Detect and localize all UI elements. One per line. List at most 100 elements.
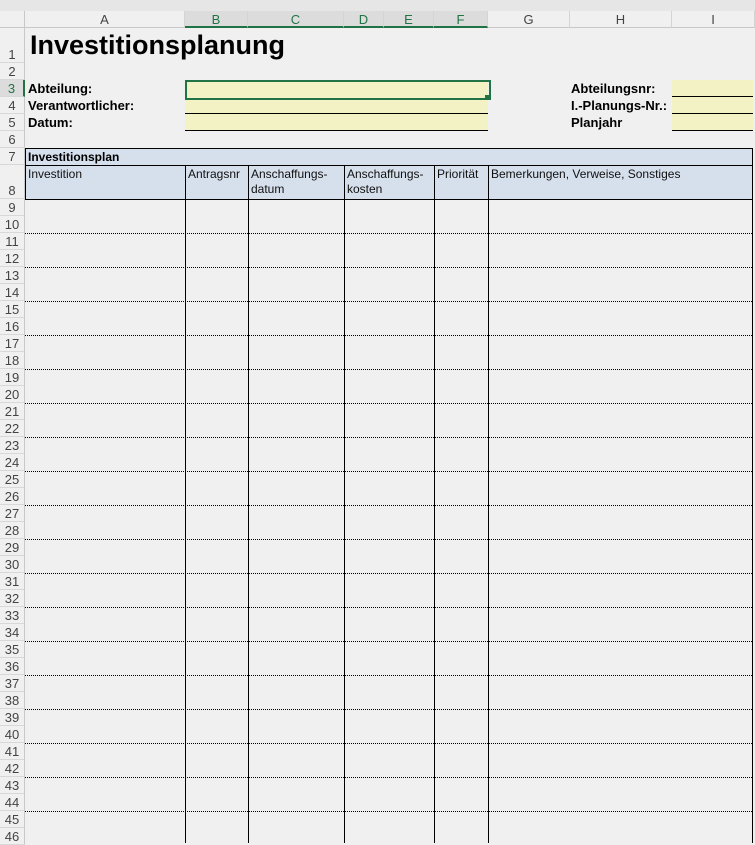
field-underline (672, 130, 753, 131)
row-header-15[interactable]: 15 (0, 301, 25, 318)
row-header-33[interactable]: 33 (0, 607, 25, 624)
row-divider (25, 675, 752, 676)
row-header-10[interactable]: 10 (0, 216, 25, 233)
row-header-39[interactable]: 39 (0, 709, 25, 726)
row-divider (25, 437, 752, 438)
row-divider (25, 267, 752, 268)
field-label: Abteilungsnr: (571, 81, 656, 96)
row-header-46[interactable]: 46 (0, 828, 25, 845)
row-header-7[interactable]: 7 (0, 148, 25, 165)
field-input[interactable] (185, 97, 488, 114)
field-label: Abteilung: (28, 81, 93, 96)
column-header-F[interactable]: F (434, 11, 488, 28)
field-label: Verantwortlicher: (28, 98, 135, 113)
column-header-I[interactable]: I (672, 11, 755, 28)
row-header-23[interactable]: 23 (0, 437, 25, 454)
row-header-24[interactable]: 24 (0, 454, 25, 471)
row-header-19[interactable]: 19 (0, 369, 25, 386)
sheet-title: Investitionsplanung (30, 30, 286, 60)
row-divider (25, 369, 752, 370)
row-header-29[interactable]: 29 (0, 539, 25, 556)
row-header-16[interactable]: 16 (0, 318, 25, 335)
field-label: Planjahr (571, 115, 623, 130)
row-header-28[interactable]: 28 (0, 522, 25, 539)
column-header-C[interactable]: C (248, 11, 344, 28)
field-underline (672, 113, 753, 114)
column-divider (344, 165, 345, 843)
row-divider (25, 777, 752, 778)
row-header-11[interactable]: 11 (0, 233, 25, 250)
field-underline (672, 96, 753, 97)
field-input[interactable] (185, 114, 488, 131)
row-header-20[interactable]: 20 (0, 386, 25, 403)
row-header-37[interactable]: 37 (0, 675, 25, 692)
field-underline (185, 113, 488, 114)
row-header-26[interactable]: 26 (0, 488, 25, 505)
field-input[interactable] (185, 80, 488, 97)
row-divider (25, 607, 752, 608)
field-label: I.-Planungs-Nr.: (571, 98, 668, 113)
selected-cell-range[interactable] (185, 80, 491, 100)
select-all-button[interactable] (0, 11, 25, 28)
row-header-18[interactable]: 18 (0, 352, 25, 369)
row-header-32[interactable]: 32 (0, 590, 25, 607)
column-header-A[interactable]: A (25, 11, 185, 28)
column-header-D[interactable]: D (344, 11, 384, 28)
table-border (752, 148, 753, 843)
field-input[interactable] (672, 97, 753, 114)
row-header-8[interactable]: 8 (0, 165, 25, 199)
row-header-3[interactable]: 3 (0, 80, 25, 97)
ribbon-edge (0, 0, 755, 11)
row-header-43[interactable]: 43 (0, 777, 25, 794)
column-divider (185, 165, 186, 843)
row-header-13[interactable]: 13 (0, 267, 25, 284)
row-header-45[interactable]: 45 (0, 811, 25, 828)
row-divider (25, 301, 752, 302)
table-header-fill (25, 148, 752, 199)
row-header-44[interactable]: 44 (0, 794, 25, 811)
column-heading-5: Bemerkungen, Verweise, Sonstiges (491, 167, 681, 181)
column-header-E[interactable]: E (384, 11, 434, 28)
column-header-H[interactable]: H (570, 11, 672, 28)
row-header-35[interactable]: 35 (0, 641, 25, 658)
table-border (25, 199, 752, 200)
fill-handle[interactable] (485, 95, 490, 100)
column-header-B[interactable]: B (185, 11, 248, 28)
table-border (25, 148, 26, 199)
row-header-38[interactable]: 38 (0, 692, 25, 709)
table-title: Investitionsplan (28, 150, 120, 164)
row-header-27[interactable]: 27 (0, 505, 25, 522)
table-border (25, 148, 752, 149)
row-header-21[interactable]: 21 (0, 403, 25, 420)
column-header-G[interactable]: G (488, 11, 570, 28)
row-divider (25, 539, 752, 540)
row-header-5[interactable]: 5 (0, 114, 25, 131)
field-underline (185, 130, 488, 131)
row-divider (25, 743, 752, 744)
row-header-2[interactable]: 2 (0, 63, 25, 80)
table-border (25, 165, 752, 166)
row-header-14[interactable]: 14 (0, 284, 25, 301)
column-heading-1: Antragsnr (188, 167, 241, 181)
row-header-41[interactable]: 41 (0, 743, 25, 760)
row-header-42[interactable]: 42 (0, 760, 25, 777)
row-divider (25, 471, 752, 472)
row-header-25[interactable]: 25 (0, 471, 25, 488)
row-header-34[interactable]: 34 (0, 624, 25, 641)
row-header-12[interactable]: 12 (0, 250, 25, 267)
row-header-17[interactable]: 17 (0, 335, 25, 352)
row-header-4[interactable]: 4 (0, 97, 25, 114)
column-heading-4: Priorität (437, 167, 479, 181)
row-header-1[interactable]: 1 (0, 28, 25, 63)
field-input[interactable] (672, 114, 753, 131)
row-divider (25, 403, 752, 404)
row-header-6[interactable]: 6 (0, 131, 25, 148)
row-header-40[interactable]: 40 (0, 726, 25, 743)
row-header-30[interactable]: 30 (0, 556, 25, 573)
field-input[interactable] (672, 80, 753, 97)
column-divider (434, 165, 435, 843)
row-header-36[interactable]: 36 (0, 658, 25, 675)
row-header-9[interactable]: 9 (0, 199, 25, 216)
row-header-22[interactable]: 22 (0, 420, 25, 437)
row-header-31[interactable]: 31 (0, 573, 25, 590)
